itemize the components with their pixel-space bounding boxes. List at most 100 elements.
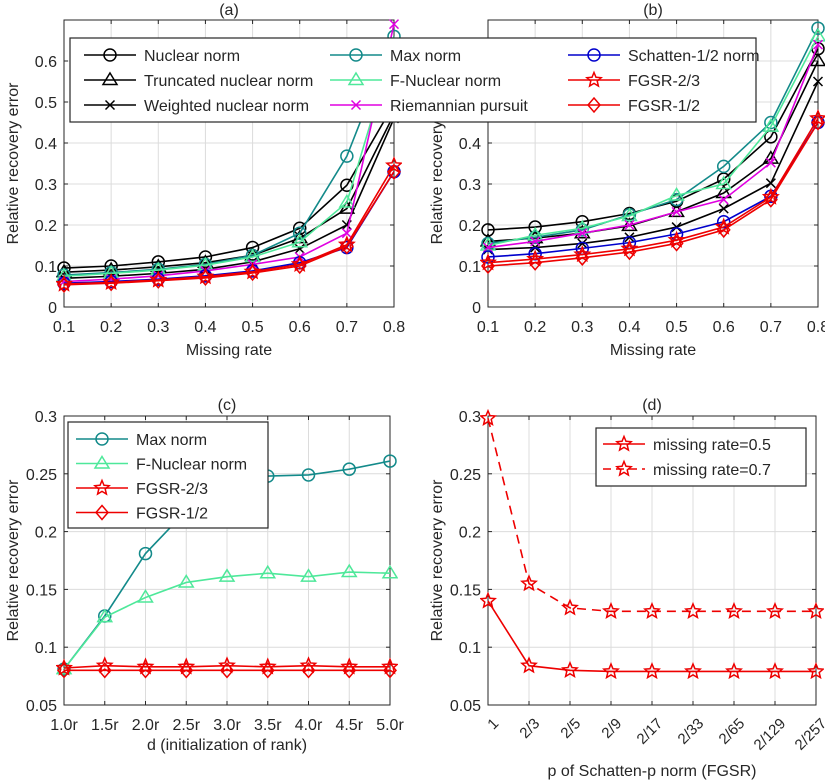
panel-c-legend-entry-f-nuclear-norm-label: F-Nuclear norm: [136, 457, 247, 474]
panel-b-xtick-label: 0.2: [524, 319, 546, 336]
panel-b-series-riemannian-pursuit-point: [577, 228, 588, 239]
panel-d-series-missing-rate-0-5-point: [807, 662, 824, 680]
panel-a-series-f-nuclear-norm-point: [102, 264, 120, 279]
panel-b-series-weighted-nuclear-norm-line: [487, 81, 819, 251]
panel-b-series-fgsr-1-2-point: [481, 257, 495, 275]
panel-b-series-f-nuclear-norm-point: [621, 207, 638, 222]
panel-b-xtick-label: 0.5: [665, 319, 687, 336]
panel-c-legend-entry-fgsr-1-2-label: FGSR-1/2: [136, 506, 208, 523]
panel-a-xtick-label: 0.5: [241, 319, 263, 336]
panel-c-series-fgsr-1-2-point: [383, 662, 397, 679]
panel-a-series-fgsr-1-2-point: [292, 257, 307, 275]
panel-c-series-f-nuclear-norm-point: [259, 564, 277, 579]
panel-a-series-f-nuclear-norm-point: [244, 248, 261, 263]
panel-d-series-missing-rate-0-5: [480, 591, 824, 680]
legend-entry-f-nuclear-norm-marker: [347, 71, 365, 86]
panel-b-series-riemannian-pursuit-point: [718, 194, 729, 205]
legend-entry-riemannian-pursuit-marker: [350, 99, 362, 111]
panel-a-series-riemannian-pursuit-line: [63, 23, 395, 283]
panel-d-series-missing-rate-0-7: [480, 408, 824, 620]
legend-entry-truncated-nuclear-norm: Truncated nuclear norm: [84, 71, 313, 90]
panel-b-series-fgsr-1-2: [481, 114, 825, 275]
panel-c-series-fgsr-1-2-point: [138, 662, 153, 679]
panel-b-series-f-nuclear-norm-point: [715, 175, 733, 190]
panel-b-series-fgsr-1-2-point: [763, 191, 778, 208]
panel-b-ytick-label: 0.1: [459, 259, 481, 276]
panel-a-series-fgsr-2-3-point: [385, 156, 402, 174]
panel-b-series-riemannian-pursuit-point: [765, 157, 776, 168]
panel-a-xtick-label: 0.1: [53, 319, 75, 336]
shared-legend-box: [69, 37, 757, 123]
panel-a-series-f-nuclear-norm-point: [338, 194, 356, 208]
panel-b-series-fgsr-2-3-point: [809, 108, 825, 127]
panel-d-xtick-label: 2/129: [751, 715, 790, 754]
panel-d-legend-entry-missing-rate-0-7-label: missing rate=0.7: [653, 462, 771, 479]
panel-d-series-missing-rate-0-5-point: [684, 662, 702, 680]
panel-a-ytick-label: 0: [48, 300, 57, 317]
panel-c-series-fgsr-1-2: [57, 662, 397, 679]
panel-c-legend-entry-fgsr-2-3-marker: [93, 478, 111, 496]
panel-d-series-missing-rate-0-7-line: [487, 418, 816, 613]
panel-c-xtick-label: 1.0r: [50, 717, 78, 734]
legend-entry-max-norm-label: Max norm: [390, 48, 461, 65]
panel-c-series-fgsr-1-2-point: [301, 662, 316, 679]
panel-b-series-fgsr-1-2-point: [575, 249, 590, 266]
panel-c-ytick-label: 0.3: [35, 409, 57, 426]
panel-b-series-riemannian-pursuit-point: [530, 236, 541, 247]
panel-c-xtick-label: 1.5r: [91, 717, 119, 734]
panel-b-series-fgsr-1-2-point: [716, 221, 731, 239]
panel-a-series-nuclear-norm-point: [245, 240, 260, 255]
panel-a-ylabel: Relative recovery error: [5, 82, 22, 245]
panel-b-ytick-label: 0.2: [459, 218, 481, 235]
panel-c-xtick-label: 4.0r: [295, 717, 323, 734]
panel-a-ytick-label: 0.1: [35, 259, 57, 276]
panel-d-series-missing-rate-0-5-point: [520, 656, 538, 674]
panel-c-series-fgsr-1-2-point: [260, 662, 275, 679]
legend-entry-f-nuclear-norm-label: F-Nuclear norm: [390, 73, 501, 90]
panel-d-series-missing-rate-0-7-point: [602, 601, 620, 620]
legend-entry-max-norm-marker: [349, 48, 363, 62]
panel-d-series-missing-rate-0-7-point: [684, 601, 702, 620]
panel-d-series-missing-rate-0-5-point: [643, 662, 661, 680]
panel-d-legend-entry-missing-rate-0-5-label: missing rate=0.5: [653, 437, 771, 454]
panel-c-ytick-label: 0.05: [26, 698, 57, 715]
legend-entry-fgsr-2-3-marker: [585, 70, 603, 88]
panel-b-series-riemannian-pursuit: [482, 39, 824, 253]
panel-a-series-fgsr-1-2-point: [151, 272, 166, 289]
panel-a-series-nuclear-norm-point: [57, 261, 71, 275]
panel-a-xtick-label: 0.4: [194, 319, 216, 336]
panel-a-series-fgsr-2-3-point: [56, 274, 73, 292]
legend-entry-weighted-nuclear-norm-marker: [104, 99, 116, 111]
panel-a-series-fgsr-1-2-point: [245, 264, 260, 282]
panel-a-series-weighted-nuclear-norm-point: [294, 243, 305, 254]
panel-a-series-fgsr-1-2-point: [104, 275, 119, 292]
legend-entry-nuclear-norm: Nuclear norm: [84, 48, 240, 65]
panel-d-ytick-label: 0.25: [450, 467, 481, 484]
panel-d-legend-entry-missing-rate-0-5: missing rate=0.5: [603, 434, 771, 454]
panel-b-series-riemannian-pursuit-point: [624, 219, 635, 231]
panel-b-series-fgsr-1-2-point: [669, 235, 684, 252]
panel-c-ytick-label: 0.25: [26, 467, 57, 484]
legend-entry-riemannian-pursuit-label: Riemannian pursuit: [390, 98, 528, 115]
panel-c-legend-entry-fgsr-2-3-label: FGSR-2/3: [136, 481, 208, 498]
panel-c-series-fgsr-2-3-point: [56, 658, 73, 676]
panel-a-series-group: [56, 19, 402, 294]
panel-a-series-fgsr-1-2-point: [387, 163, 401, 180]
legend-entry-truncated-nuclear-norm-marker: [101, 71, 119, 86]
panel-a-ytick-label: 0.4: [35, 136, 57, 153]
panel-d-series-missing-rate-0-7-point: [643, 601, 661, 620]
legend-entry-f-nuclear-norm: F-Nuclear norm: [330, 71, 501, 90]
panel-c-ytick-label: 0.15: [26, 582, 57, 599]
panel-c-series-f-nuclear-norm-point: [300, 568, 317, 582]
panel-b-series-fgsr-1-2-point: [622, 243, 637, 261]
panel-a-series-fgsr-1-2-point: [57, 276, 71, 294]
panel-d-series-missing-rate-0-7-point: [520, 574, 538, 592]
panel-c-series-max-norm-point: [342, 462, 356, 476]
panel-a-axes-box: [63, 19, 395, 308]
panel-c-legend-entry-fgsr-1-2-marker: [95, 504, 109, 521]
panel-d-series-missing-rate-0-7-point: [561, 598, 579, 616]
panel-d-legend-entry-missing-rate-0-5-marker: [615, 434, 633, 452]
panel-d-ytick-label: 0.05: [450, 698, 481, 715]
panel-c-legend-entry-max-norm: Max norm: [76, 432, 207, 449]
panel-c-series-max-norm-point: [383, 454, 397, 468]
